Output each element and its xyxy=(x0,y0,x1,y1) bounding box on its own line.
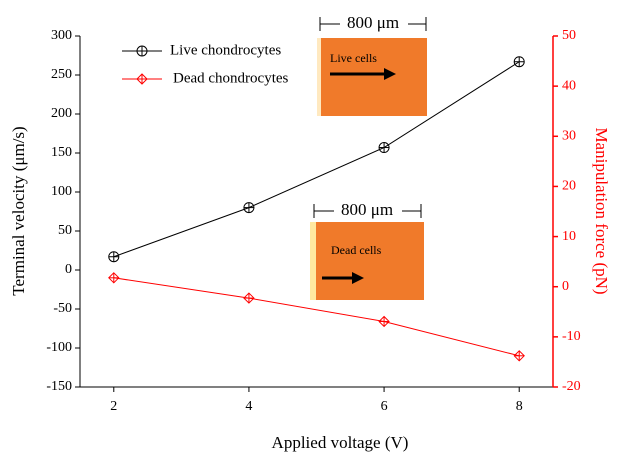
series-line xyxy=(113,277,520,357)
marker xyxy=(136,45,148,57)
label-bg xyxy=(340,14,408,32)
y2-tick-label: 40 xyxy=(562,78,576,93)
x-tick-label: 6 xyxy=(381,399,388,414)
inset-label: Live cells xyxy=(330,51,377,65)
y2-tick-label: -10 xyxy=(562,329,581,344)
marker xyxy=(108,272,120,284)
y-tick-label: 100 xyxy=(51,184,72,199)
marker xyxy=(136,73,148,85)
y2-tick-label: -20 xyxy=(562,379,581,394)
y2-tick-label: 20 xyxy=(562,179,576,194)
x-axis-label: Applied voltage (V) xyxy=(272,433,409,452)
marker xyxy=(243,202,255,214)
arrow-head xyxy=(352,272,364,284)
y2-tick-label: 30 xyxy=(562,129,576,144)
y-axis-label: Terminal velocity (μm/s) xyxy=(9,126,28,295)
series-line xyxy=(113,61,520,258)
y2-axis-label: Manipulation force (pN) xyxy=(592,127,611,294)
inset-edge xyxy=(317,38,321,116)
y-tick-label: -100 xyxy=(46,340,72,355)
marker xyxy=(378,142,390,154)
y2-tick-label: 0 xyxy=(562,279,569,294)
inset-label: Dead cells xyxy=(331,243,382,257)
y-tick-label: 50 xyxy=(58,223,72,238)
inset-edge xyxy=(310,222,316,300)
marker xyxy=(513,56,525,68)
inset-live: 800 μm Live cells xyxy=(317,13,427,116)
marker xyxy=(108,251,120,263)
x-tick-label: 2 xyxy=(110,399,117,414)
y-tick-label: 200 xyxy=(51,106,72,121)
y-tick-label: 300 xyxy=(51,28,72,43)
marker xyxy=(513,350,525,362)
y-tick-label: -50 xyxy=(53,301,72,316)
y-tick-label: 150 xyxy=(51,145,72,160)
legend-label: Live chondrocytes xyxy=(170,42,281,58)
marker xyxy=(243,292,255,304)
legend-label: Dead chondrocytes xyxy=(173,70,289,86)
y2-tick-label: 10 xyxy=(562,229,576,244)
scale-label: 800 μm xyxy=(347,13,399,32)
y2-tick-label: 50 xyxy=(562,28,576,43)
y-tick-label: 0 xyxy=(65,262,72,277)
label-bg xyxy=(334,201,402,219)
x-tick-label: 8 xyxy=(516,399,523,414)
arrow-head xyxy=(384,68,396,80)
x-tick-label: 4 xyxy=(245,399,252,414)
y-tick-label: 250 xyxy=(51,67,72,82)
scale-label: 800 μm xyxy=(341,200,393,219)
inset-dead: 800 μm Dead cells xyxy=(310,200,424,300)
inset-image xyxy=(317,38,427,116)
y-tick-label: -150 xyxy=(46,379,72,394)
marker xyxy=(378,315,390,328)
inset-image xyxy=(310,222,424,300)
